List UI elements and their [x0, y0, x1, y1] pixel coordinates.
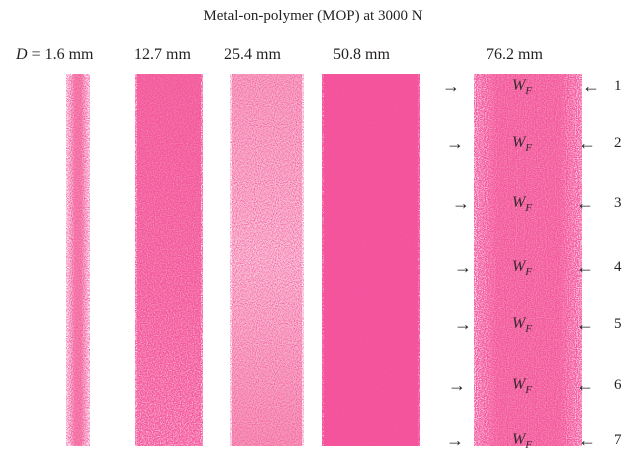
- wf-subscript: F: [525, 323, 533, 336]
- left-arrow-icon: ←: [578, 430, 596, 450]
- left-arrow-icon: ←: [582, 76, 600, 96]
- wear-width-label: WF: [512, 193, 532, 218]
- diameter-label-1: D = 1.6 mm: [16, 46, 93, 64]
- diameter-symbol: D: [16, 46, 28, 63]
- diameter-label-3: 25.4 mm: [224, 46, 281, 63]
- wear-marker-row-6: → WF ← 6: [0, 375, 626, 396]
- wf-subscript: F: [525, 439, 533, 452]
- strip-texture: [230, 74, 304, 446]
- wear-marker-row-4: → WF ← 4: [0, 257, 626, 278]
- wear-marker-row-2: → WF ← 2: [0, 133, 626, 154]
- figure-title: Metal-on-polymer (MOP) at 3000 N: [203, 8, 423, 24]
- strip-texture: [135, 74, 203, 446]
- left-arrow-icon: ←: [576, 257, 594, 277]
- wf-symbol: W: [512, 431, 526, 448]
- diameter-label-5: 76.2 mm: [486, 46, 543, 63]
- wear-strip-25-4mm: [226, 74, 308, 446]
- diameter-label-4: 50.8 mm: [333, 46, 390, 63]
- wear-strip-1-6mm: [58, 74, 98, 446]
- wf-subscript: F: [525, 202, 533, 215]
- wear-width-label: WF: [512, 133, 532, 158]
- right-arrow-icon: →: [454, 314, 472, 334]
- wear-marker-row-7: → WF ← 7: [0, 430, 626, 451]
- strip-texture: [474, 74, 582, 446]
- marker-number: 1: [614, 78, 622, 94]
- wf-subscript: F: [525, 384, 533, 397]
- wear-marker-row-5: → WF ← 5: [0, 314, 626, 335]
- right-arrow-icon: →: [454, 257, 472, 277]
- diameter-value-1: 1.6 mm: [44, 46, 94, 63]
- left-arrow-icon: ←: [578, 133, 596, 153]
- left-arrow-icon: ←: [576, 375, 594, 395]
- marker-number: 4: [614, 259, 622, 275]
- wf-symbol: W: [512, 194, 526, 211]
- wear-width-label: WF: [512, 375, 532, 400]
- wear-width-label: WF: [512, 76, 532, 101]
- equals-sign: =: [27, 46, 45, 63]
- wf-symbol: W: [512, 258, 526, 275]
- wf-symbol: W: [512, 77, 526, 94]
- wear-strip-76-2mm: [472, 74, 584, 446]
- wear-strip-12-7mm: [131, 74, 207, 446]
- marker-number: 6: [614, 377, 622, 393]
- wear-marker-row-1: → WF ← 1: [0, 76, 626, 97]
- marker-number: 3: [614, 195, 622, 211]
- wf-symbol: W: [512, 134, 526, 151]
- wf-subscript: F: [525, 266, 533, 279]
- wear-strip-50-8mm: [318, 74, 424, 446]
- right-arrow-icon: →: [452, 193, 470, 213]
- marker-number: 5: [614, 316, 622, 332]
- wear-width-label: WF: [512, 257, 532, 282]
- marker-number: 7: [614, 432, 622, 448]
- right-arrow-icon: →: [446, 430, 464, 450]
- wf-symbol: W: [512, 315, 526, 332]
- wf-subscript: F: [525, 142, 533, 155]
- diameter-label-2: 12.7 mm: [134, 46, 191, 63]
- wear-marker-row-3: → WF ← 3: [0, 193, 626, 214]
- wear-width-label: WF: [512, 314, 532, 339]
- right-arrow-icon: →: [448, 375, 466, 395]
- marker-number: 2: [614, 135, 622, 151]
- right-arrow-icon: →: [442, 76, 460, 96]
- strip-texture: [322, 74, 420, 446]
- right-arrow-icon: →: [446, 133, 464, 153]
- wf-symbol: W: [512, 376, 526, 393]
- left-arrow-icon: ←: [576, 193, 594, 213]
- strip-texture: [66, 74, 90, 446]
- left-arrow-icon: ←: [576, 314, 594, 334]
- wear-width-label: WF: [512, 430, 532, 455]
- wf-subscript: F: [525, 85, 533, 98]
